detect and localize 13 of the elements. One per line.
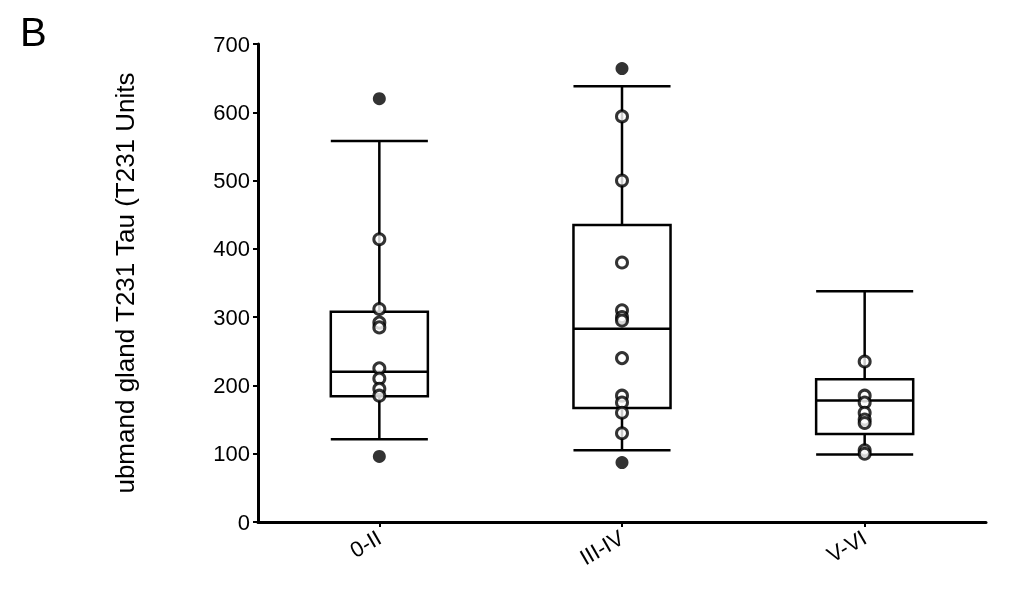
- x-tick-label: V-VI: [822, 525, 871, 568]
- y-tick-label: 500: [213, 168, 250, 194]
- y-tick-label: 700: [213, 31, 250, 57]
- x-tick-label: III-IV: [575, 525, 629, 571]
- y-tick-label: 600: [213, 99, 250, 125]
- y-tick-label: 100: [213, 441, 250, 467]
- y-axis-title: ubmand gland T231 Tau (T231 Units: [110, 72, 140, 494]
- y-tick-label: 200: [213, 372, 250, 398]
- y-tick-label: 0: [237, 509, 250, 535]
- y-tick-label: 400: [213, 236, 250, 262]
- text: B: [20, 10, 47, 54]
- y-tick-label: 300: [213, 304, 250, 330]
- x-tick-label: 0-II: [345, 525, 386, 563]
